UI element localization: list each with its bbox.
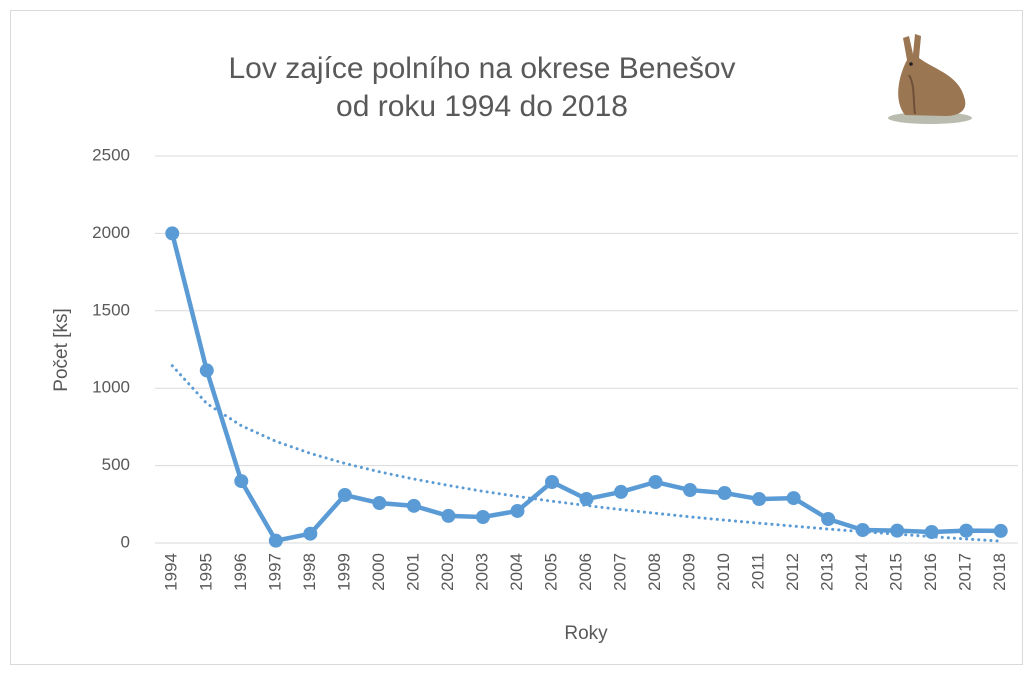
data-point xyxy=(441,509,455,523)
x-tick-label: 2002 xyxy=(438,553,457,591)
data-point xyxy=(959,524,973,538)
y-tick-label: 2000 xyxy=(92,223,130,242)
x-tick-label: 2014 xyxy=(852,553,871,591)
x-tick-label: 1998 xyxy=(300,553,319,591)
data-point xyxy=(476,510,490,524)
x-tick-label: 2012 xyxy=(783,553,802,591)
x-tick-label: 2017 xyxy=(956,553,975,591)
x-tick-label: 2001 xyxy=(403,553,422,591)
x-tick-label: 2013 xyxy=(818,553,837,591)
data-point xyxy=(545,475,559,489)
x-axis-title: Roky xyxy=(564,623,608,644)
y-axis-title: Počet [ks] xyxy=(51,308,72,391)
data-point xyxy=(165,226,179,240)
data-point xyxy=(994,524,1008,538)
y-tick-label: 500 xyxy=(102,455,130,474)
x-tick-label: 2010 xyxy=(714,553,733,591)
chart-title: Lov zajíce polního na okrese Benešov xyxy=(229,52,736,85)
x-tick-label: 2003 xyxy=(472,553,491,591)
data-point xyxy=(234,474,248,488)
data-point xyxy=(856,523,870,537)
x-tick-label: 2000 xyxy=(369,553,388,591)
data-point xyxy=(718,486,732,500)
y-tick-label: 0 xyxy=(121,532,130,551)
data-point xyxy=(890,524,904,538)
x-tick-label: 2006 xyxy=(576,553,595,591)
x-tick-label: 2018 xyxy=(990,553,1009,591)
data-point xyxy=(407,499,421,513)
y-tick-label: 2500 xyxy=(92,145,130,164)
data-point xyxy=(303,527,317,541)
data-point xyxy=(269,534,283,548)
x-tick-label: 1996 xyxy=(231,553,250,591)
x-tick-label: 2007 xyxy=(611,553,630,591)
data-point xyxy=(925,525,939,539)
x-tick-label: 2016 xyxy=(921,553,940,591)
data-point xyxy=(821,512,835,526)
data-point xyxy=(787,491,801,505)
x-tick-label: 2009 xyxy=(680,553,699,591)
x-tick-label: 2008 xyxy=(645,553,664,591)
x-tick-label: 1997 xyxy=(265,553,284,591)
x-tick-label: 1994 xyxy=(162,553,181,591)
data-point xyxy=(580,492,594,506)
data-point xyxy=(372,496,386,510)
x-tick-label: 1999 xyxy=(334,553,353,591)
x-tick-label: 1995 xyxy=(196,553,215,591)
x-tick-label: 2005 xyxy=(541,553,560,591)
y-tick-label: 1000 xyxy=(92,378,130,397)
data-point xyxy=(752,492,766,506)
data-point xyxy=(649,475,663,489)
data-point xyxy=(510,504,524,518)
data-point xyxy=(614,485,628,499)
data-point xyxy=(338,488,352,502)
chart: Lov zajíce polního na okrese Benešov od … xyxy=(0,0,1034,675)
y-tick-label: 1500 xyxy=(92,300,130,319)
data-point xyxy=(683,483,697,497)
x-tick-label: 2011 xyxy=(749,553,768,590)
data-point xyxy=(200,363,214,377)
x-tick-label: 2015 xyxy=(887,553,906,591)
x-tick-label: 2004 xyxy=(507,553,526,591)
chart-title: od roku 1994 do 2018 xyxy=(336,90,628,123)
